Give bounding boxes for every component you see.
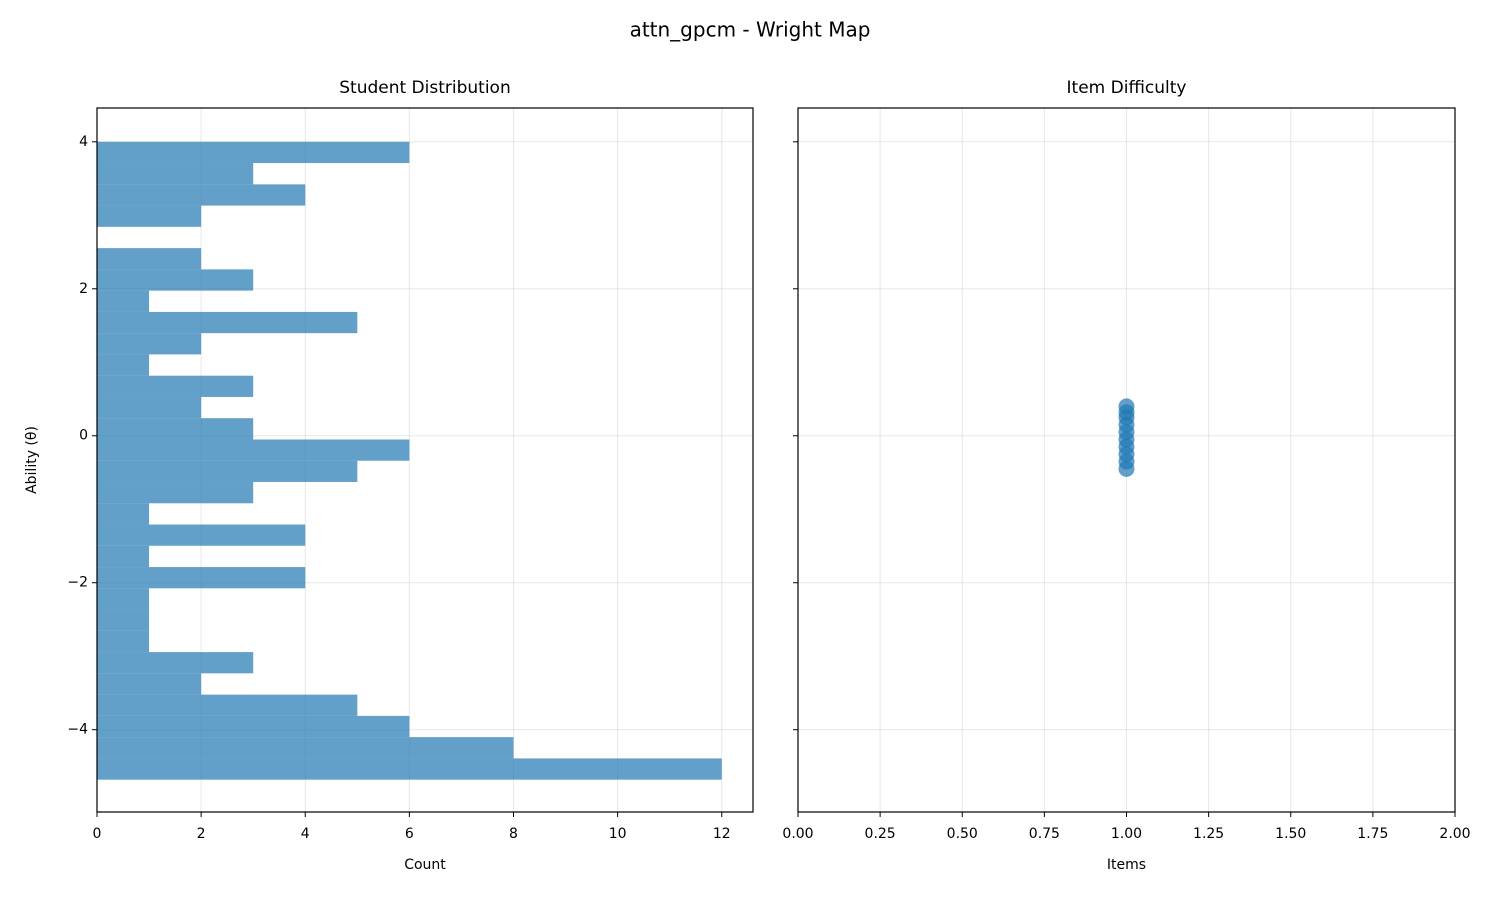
bar: [97, 673, 202, 695]
y-axis-label: Ability (θ): [24, 426, 40, 494]
axes-title: Student Distribution: [339, 78, 511, 98]
x-tick-label: 10: [609, 826, 627, 842]
axes-frame: [797, 107, 1456, 813]
bar: [97, 311, 358, 334]
x-tick-label: 2: [197, 826, 206, 842]
bar: [97, 481, 254, 504]
bar: [97, 141, 410, 164]
figure-title: attn_gpcm - Wright Map: [630, 18, 871, 42]
bar: [97, 290, 150, 312]
x-tick-label: 0.50: [947, 826, 978, 842]
bar: [97, 524, 306, 546]
bar: [97, 184, 306, 206]
x-tick-label: 0.00: [782, 826, 813, 842]
axes-frame: [96, 107, 754, 813]
bar: [97, 460, 358, 482]
bar: [97, 333, 202, 355]
x-tick-label: 1.00: [1111, 826, 1142, 842]
bar: [97, 396, 202, 419]
bar: [97, 375, 254, 397]
point: [1118, 398, 1135, 415]
bar: [97, 545, 150, 568]
bar: [97, 439, 410, 461]
bar: [97, 715, 410, 738]
x-axis-label: Items: [1107, 857, 1146, 873]
axes-title: Item Difficulty: [1067, 78, 1187, 98]
bar: [97, 269, 254, 291]
y-tick-label: −2: [67, 575, 88, 591]
x-tick-label: 6: [405, 826, 414, 842]
bar: [97, 588, 150, 610]
x-tick-label: 1.25: [1193, 826, 1224, 842]
x-tick-label: 0.25: [865, 826, 896, 842]
x-tick-label: 1.50: [1275, 826, 1306, 842]
bar: [97, 630, 150, 653]
bar: [97, 503, 150, 525]
bar: [97, 163, 254, 185]
x-tick-label: 1.75: [1357, 826, 1388, 842]
y-tick-label: −4: [67, 722, 88, 738]
x-tick-label: 0: [93, 826, 102, 842]
x-tick-label: 0.75: [1029, 826, 1060, 842]
x-tick-label: 8: [509, 826, 518, 842]
bar: [97, 205, 202, 227]
bar: [97, 248, 202, 270]
bar: [97, 418, 254, 440]
y-tick-label: 0: [79, 428, 88, 444]
bar: [97, 609, 150, 631]
x-axis-label: Count: [404, 857, 446, 873]
x-tick-label: 4: [301, 826, 310, 842]
bar: [97, 758, 722, 780]
bar: [97, 354, 150, 376]
y-tick-label: 2: [79, 281, 88, 297]
bar: [97, 567, 306, 589]
bar: [97, 694, 358, 716]
x-tick-label: 12: [713, 826, 731, 842]
x-tick-label: 2.00: [1439, 826, 1470, 842]
bar: [97, 652, 254, 674]
bar: [97, 737, 514, 759]
y-tick-label: 4: [79, 134, 88, 150]
